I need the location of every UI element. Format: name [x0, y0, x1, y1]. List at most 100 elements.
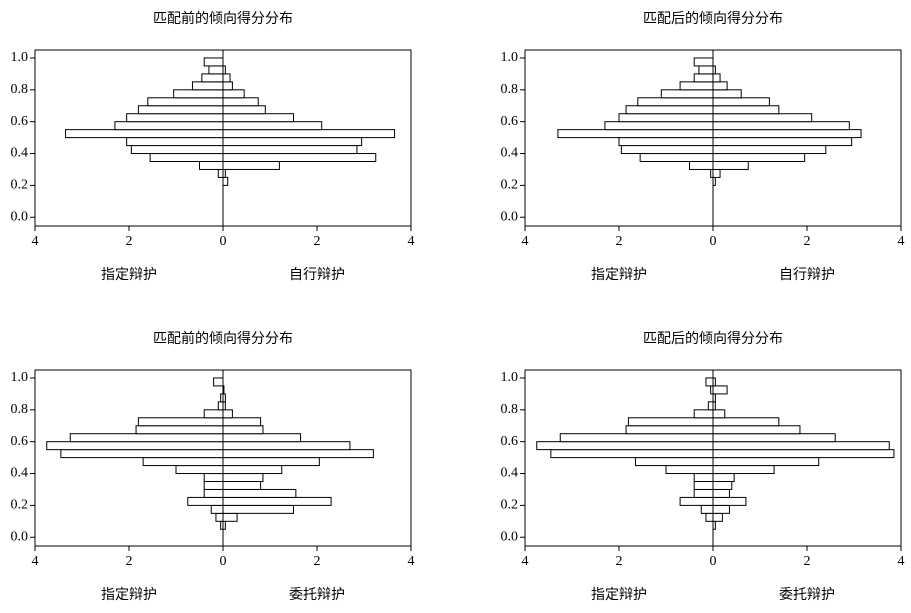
bar [627, 417, 714, 427]
bar [126, 113, 224, 123]
bar [637, 97, 714, 107]
bar [203, 488, 224, 498]
y-tick-label: 0.4 [11, 466, 29, 481]
legend-label: 指定辩护 [591, 267, 647, 283]
bar [604, 121, 714, 131]
bar [693, 73, 714, 83]
bar [213, 377, 224, 387]
bar [222, 73, 231, 83]
bar [705, 512, 714, 522]
y-tick-label: 0.8 [11, 402, 29, 417]
bar [137, 417, 224, 427]
x-tick-label: 2 [126, 554, 133, 569]
bar [665, 465, 714, 475]
bar [222, 137, 363, 147]
x-tick-label: 2 [616, 234, 623, 249]
bar [712, 385, 728, 395]
bar [712, 97, 770, 107]
y-tick-label: 0.8 [501, 402, 519, 417]
y-tick-label: 1.0 [11, 50, 29, 65]
bar [147, 97, 224, 107]
bar [712, 121, 850, 131]
y-tick-label: 1.0 [501, 370, 519, 385]
x-tick-label: 4 [32, 234, 39, 249]
x-tick-label: 2 [314, 554, 321, 569]
y-tick-label: 0.6 [501, 434, 519, 449]
bar [222, 409, 233, 419]
bar [625, 105, 714, 115]
bar [693, 488, 714, 498]
x-tick-label: 4 [898, 554, 905, 569]
bar [679, 81, 714, 91]
bar [114, 121, 224, 131]
bar [618, 113, 714, 123]
bar [222, 496, 332, 506]
bar [187, 496, 224, 506]
x-tick-label: 4 [32, 554, 39, 569]
bar [712, 496, 747, 506]
x-tick-label: 2 [804, 234, 811, 249]
x-tick-label: 4 [898, 234, 905, 249]
bar [712, 488, 730, 498]
x-tick-label: 0 [710, 234, 717, 249]
bar [707, 401, 714, 411]
bar [217, 168, 224, 178]
bar [175, 465, 224, 475]
chart-title: 匹配后的倾向得分分布 [643, 10, 783, 27]
bar [65, 129, 224, 139]
y-tick-label: 1.0 [11, 370, 29, 385]
bar [712, 441, 890, 451]
bar [222, 121, 323, 131]
bar [712, 480, 733, 490]
bar [712, 449, 895, 459]
bar [712, 425, 801, 435]
bar [60, 449, 224, 459]
bar [149, 153, 224, 162]
y-tick-label: 0.8 [501, 82, 519, 97]
bar [550, 449, 714, 459]
x-tick-label: 2 [314, 234, 321, 249]
chart-title: 匹配后的倾向得分分布 [643, 330, 783, 347]
bar [698, 65, 714, 75]
y-tick-label: 0.2 [11, 178, 29, 193]
bar [559, 433, 714, 443]
bar [222, 457, 320, 467]
bar [203, 480, 224, 490]
bar [217, 401, 224, 411]
y-tick-label: 0.6 [11, 114, 29, 129]
bar [712, 73, 721, 83]
bar [222, 473, 264, 482]
y-tick-label: 0.4 [501, 466, 519, 481]
x-tick-label: 2 [126, 234, 133, 249]
y-tick-label: 0.4 [501, 146, 519, 161]
x-tick-label: 0 [220, 234, 227, 249]
bar [639, 153, 714, 162]
bar [712, 89, 742, 99]
bar [693, 473, 714, 482]
bar [135, 425, 224, 435]
chart-title: 匹配前的倾向得分分布 [153, 330, 293, 347]
bar [712, 473, 735, 482]
bar [222, 129, 396, 139]
bar [222, 488, 297, 498]
bar [208, 65, 224, 75]
bar [712, 81, 728, 91]
bar [689, 160, 714, 170]
bar [222, 176, 229, 186]
bar [191, 81, 224, 91]
legend-label: 指定辩护 [101, 587, 157, 603]
bar [712, 465, 775, 475]
legend-label: 指定辩护 [101, 267, 157, 283]
bar [712, 145, 827, 155]
bar [222, 89, 245, 99]
bar [700, 504, 714, 514]
x-tick-label: 0 [710, 554, 717, 569]
bar [620, 145, 714, 155]
legend-label: 委托辩护 [779, 587, 835, 603]
chart-title: 匹配前的倾向得分分布 [153, 10, 293, 27]
bar [126, 137, 224, 147]
bar [222, 465, 283, 475]
bar [634, 457, 714, 467]
bar [712, 137, 853, 147]
bar [712, 153, 806, 162]
